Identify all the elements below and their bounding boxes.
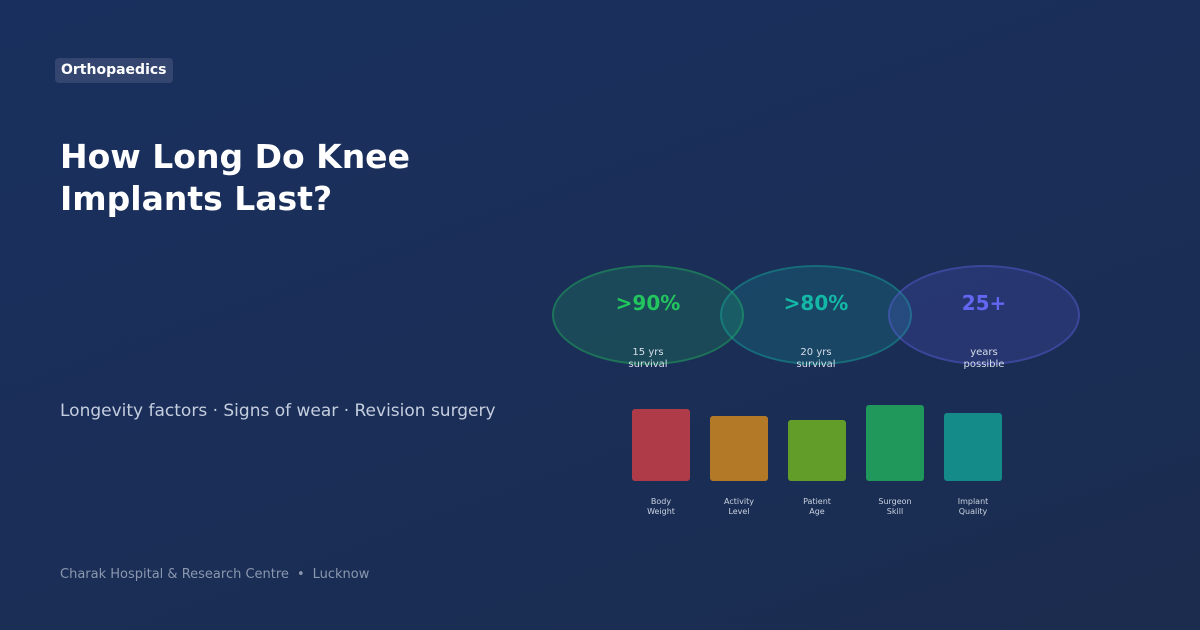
stat-label: 15 yrs survival <box>628 347 668 370</box>
stat-label: years possible <box>963 347 1005 370</box>
stat-circle-20yr: >80% 20 yrs survival <box>720 265 912 370</box>
footer-org: Charak Hospital & Research Centre <box>60 567 289 582</box>
footer: Charak Hospital & Research Centre • Luckno… <box>60 567 369 582</box>
factor-bar <box>632 409 690 481</box>
stat-circle-15yr: >90% 15 yrs survival <box>552 265 744 370</box>
stat-value: >80% <box>783 291 849 315</box>
stat-label: 20 yrs survival <box>796 347 836 370</box>
factor-label: Surgeon Skill <box>878 497 912 516</box>
stat-value: >90% <box>615 291 681 315</box>
factor-bar <box>944 413 1002 481</box>
factor-label: Implant Quality <box>957 497 989 516</box>
stat-value: 25+ <box>961 291 1007 315</box>
factor-bar <box>710 416 768 481</box>
factor-label: Activity Level <box>724 497 754 516</box>
footer-city: Lucknow <box>312 567 370 582</box>
factor-bar <box>866 405 924 481</box>
page-title: How Long Do Knee Implants Last? <box>60 137 410 218</box>
subtitle: Longevity factors · Signs of wear · Revi… <box>60 401 496 421</box>
factor-label: Patient Age <box>803 497 831 516</box>
factor-label: Body Weight <box>647 497 675 516</box>
stat-circle-lifespan: 25+ years possible <box>888 265 1080 370</box>
footer-separator: • <box>296 567 305 582</box>
category-tag: Orthopaedics <box>55 58 173 83</box>
factor-bar <box>788 420 846 481</box>
